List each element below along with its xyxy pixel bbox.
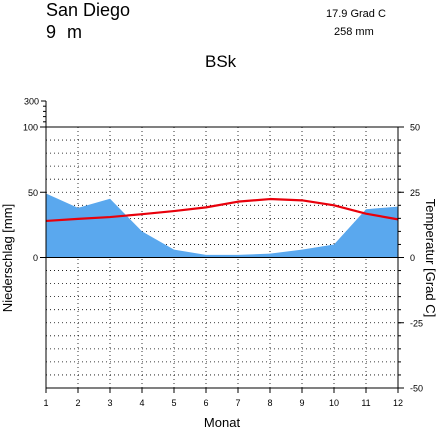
x-axis-tick-label: 6 (203, 398, 208, 408)
left-axis-label: Niederschlag [mm] (0, 204, 15, 312)
x-axis-tick-label: 5 (171, 398, 176, 408)
x-axis-tick-label: 9 (299, 398, 304, 408)
x-axis-tick-label: 3 (107, 398, 112, 408)
x-axis-tick-label: 7 (235, 398, 240, 408)
left-axis-tick-label: 50 (28, 188, 38, 198)
right-axis-tick-label: 50 (410, 123, 420, 133)
right-axis-tick-label: -50 (410, 384, 423, 394)
x-axis-tick-label: 2 (75, 398, 80, 408)
precipitation-area (46, 193, 398, 258)
left-axis-top-label: 300 (24, 97, 39, 107)
x-axis-tick-label: 11 (361, 398, 370, 408)
x-axis-label: Monat (204, 415, 241, 430)
right-axis-tick-label: -25 (410, 318, 423, 328)
precipitation-area-layer (46, 193, 398, 258)
x-axis-tick-label: 1 (43, 398, 48, 408)
station-name: San Diego (46, 0, 131, 20)
right-axis-label: Temperatur [Grad C] (423, 199, 438, 318)
x-axis-tick-label: 8 (267, 398, 272, 408)
temperature-line (45, 197, 399, 223)
right-axis-tick-label: 25 (410, 188, 420, 198)
x-axis-tick-label: 4 (139, 398, 144, 408)
left-axis-tick-label: 100 (23, 123, 38, 133)
x-axis-tick-label: 12 (393, 398, 403, 408)
mean-temperature: 17.9 Grad C (326, 8, 386, 20)
climate-class: BSk (205, 52, 237, 71)
annual-precipitation: 258 mm (334, 26, 374, 38)
x-axis-tick-label: 10 (329, 398, 339, 408)
right-axis-tick-label: 0 (410, 253, 415, 263)
station-elevation: 9 m (46, 22, 83, 42)
left-axis-tick-label: 0 (33, 253, 38, 263)
temperature-line-layer (45, 197, 399, 223)
